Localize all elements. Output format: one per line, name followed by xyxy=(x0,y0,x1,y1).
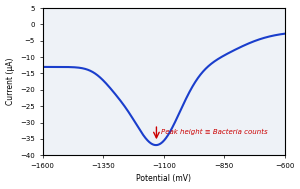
Y-axis label: Current (μA): Current (μA) xyxy=(6,58,15,105)
Text: Peak height ≡ Bacteria counts: Peak height ≡ Bacteria counts xyxy=(161,129,268,135)
X-axis label: Potential (mV): Potential (mV) xyxy=(136,174,191,184)
